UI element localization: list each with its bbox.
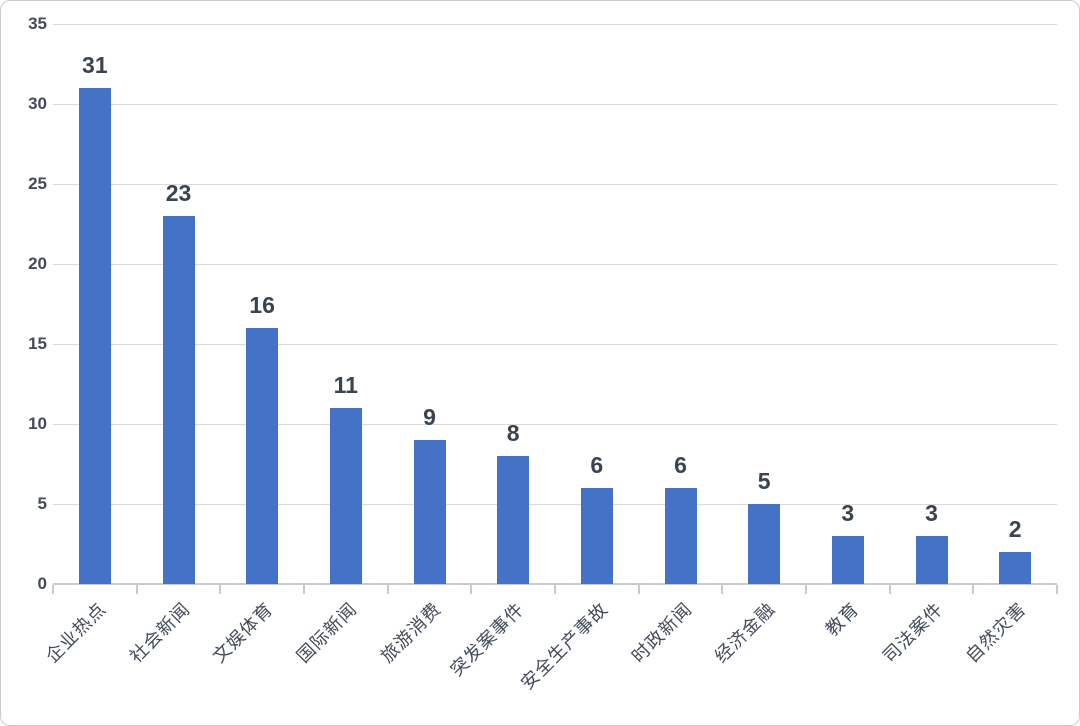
y-tick-label: 30 (28, 94, 47, 113)
x-tick-mark (637, 585, 640, 594)
bar (831, 536, 864, 584)
bar (748, 504, 781, 584)
data-label: 5 (757, 468, 771, 494)
plot-area: 31 23 16 11 9 8 6 6 5 3 3 2 (52, 23, 1058, 594)
data-label: 9 (423, 404, 436, 430)
x-tick-mark (219, 585, 222, 594)
bar (497, 456, 530, 584)
gridline (53, 23, 1057, 25)
x-tick-mark (470, 585, 473, 594)
y-tick-label: 25 (28, 174, 47, 193)
x-tick-mark (805, 585, 807, 594)
data-label: 6 (674, 452, 687, 478)
x-tick-mark (303, 585, 305, 594)
data-label: 3 (925, 500, 938, 526)
gridline (53, 343, 1057, 345)
gridline (53, 263, 1057, 265)
x-tick-mark (52, 585, 54, 594)
bar (246, 328, 279, 584)
y-tick-label: 35 (28, 14, 47, 33)
bar (162, 216, 195, 584)
bar (664, 488, 697, 584)
data-label: 31 (82, 52, 108, 78)
bar (413, 440, 446, 584)
data-label: 23 (165, 180, 192, 206)
bar (329, 408, 362, 584)
data-label: 3 (841, 500, 855, 526)
y-tick-label: 5 (37, 494, 47, 513)
data-label: 16 (249, 292, 275, 318)
y-tick-label: 15 (28, 334, 47, 353)
x-tick-mark (386, 585, 389, 594)
x-tick-mark (972, 585, 975, 594)
gridline (53, 183, 1057, 185)
x-tick-mark (721, 585, 724, 594)
x-tick-mark (888, 585, 891, 594)
x-tick-mark (554, 585, 556, 594)
bar (78, 88, 111, 584)
x-tick-mark (135, 585, 138, 594)
bar (915, 536, 948, 584)
x-tick-mark (1056, 585, 1058, 594)
bar (999, 552, 1032, 584)
data-label: 8 (506, 420, 520, 446)
gridline (53, 423, 1057, 425)
gridline (53, 103, 1057, 105)
data-label: 11 (333, 372, 358, 398)
y-tick-label: 0 (37, 574, 47, 593)
data-label: 2 (1008, 516, 1022, 542)
data-label: 6 (590, 452, 604, 478)
y-tick-label: 10 (28, 414, 47, 433)
bar (580, 488, 613, 584)
y-tick-label: 20 (28, 254, 47, 273)
x-axis-line (53, 583, 1057, 585)
gridline (53, 503, 1057, 505)
